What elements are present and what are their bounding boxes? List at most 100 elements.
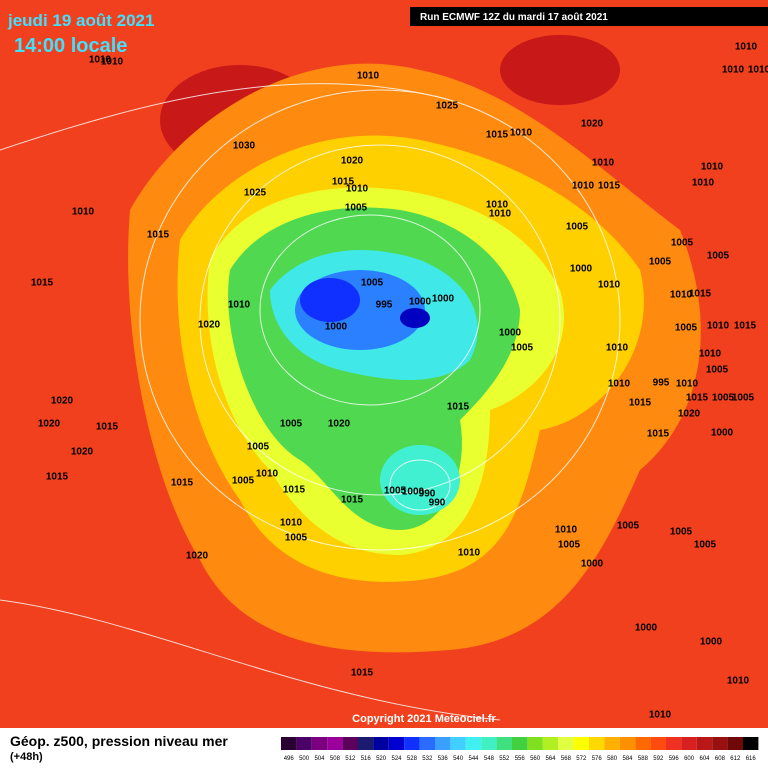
colorbar-label: 528 (407, 756, 418, 762)
isobar-label: 1010 (486, 200, 509, 211)
colorbar-swatch (743, 737, 759, 750)
isobar-label: 1010 (346, 184, 369, 195)
colorbar-swatch (327, 737, 343, 750)
isobar-label: 990 (419, 489, 436, 500)
colorbar-swatch (435, 737, 451, 750)
isobar-label: 1000 (499, 328, 522, 339)
isobar-label: 1010 (598, 280, 621, 291)
colorbar-label: 576 (592, 756, 603, 762)
isobar-label: 1010 (748, 65, 768, 76)
colorbar-swatch (696, 737, 713, 750)
copyright: Copyright 2021 Meteociel.fr (352, 713, 496, 725)
isobar-label: 1005 (558, 540, 581, 551)
isobar-label: 1010 (592, 158, 615, 169)
isobar-label: 1005 (566, 222, 589, 233)
isobar-label: 1015 (686, 393, 709, 404)
colorbar-swatch (311, 737, 328, 750)
isobar-label: 1010 (699, 349, 722, 360)
isobar-label: 1000 (409, 297, 432, 308)
isobar-label: 1000 (402, 487, 425, 498)
isobar-label: 1015 (171, 478, 194, 489)
isobar-label: 1005 (670, 527, 693, 538)
isobar-label: 1015 (689, 289, 712, 300)
isobar-label: 1010 (458, 548, 481, 559)
colorbar-swatch (727, 737, 743, 750)
isobar-label: 1020 (581, 119, 604, 130)
colorbar-label: 520 (376, 756, 387, 762)
colorbar-swatch (527, 737, 543, 750)
colorbar-label: 524 (391, 756, 402, 762)
colorbar-swatch (589, 737, 605, 750)
isobar-label: 1020 (71, 447, 94, 458)
colorbar-swatch (419, 737, 435, 750)
isobar-label: 990 (429, 498, 446, 509)
isobar-labels: 1010101010101025103010201015101010251005… (31, 42, 768, 721)
isobar-label: 1005 (706, 365, 729, 376)
isobar-label: 1020 (328, 419, 351, 430)
isobar-label: 995 (653, 378, 670, 389)
colorbar-label: 532 (422, 756, 433, 762)
colorbar-label: 596 (669, 756, 680, 762)
isobar-label: 1020 (678, 409, 701, 420)
isobar-label: 1010 (727, 676, 750, 687)
isobar-label: 1005 (361, 278, 384, 289)
colorbar-label: 540 (453, 756, 464, 762)
colorbar-swatch (573, 737, 589, 750)
colorbar-label: 604 (699, 756, 710, 762)
isobar-label: 1020 (186, 551, 209, 562)
isobar-label: 1005 (694, 540, 717, 551)
isobar-label: 1005 (671, 238, 694, 249)
colorbar-swatch (542, 737, 559, 750)
isobar-label: 1015 (96, 422, 119, 433)
isobar-label: 1015 (447, 402, 470, 413)
isobar-label: 1015 (351, 668, 374, 679)
colorbar-label: 584 (622, 756, 633, 762)
colorbar-swatch (604, 737, 620, 750)
colorbar-swatch (296, 737, 312, 750)
colorbar-swatch (281, 737, 297, 750)
colorbar-label: 588 (638, 756, 649, 762)
isobar-label: 1005 (617, 521, 640, 532)
isobar-label: 1015 (629, 398, 652, 409)
isobar-label: 1005 (247, 442, 270, 453)
isobar-label: 995 (376, 300, 393, 311)
colorbar-swatch (450, 737, 466, 750)
isobar-label: 1010 (670, 290, 693, 301)
isobar-label: 1015 (283, 485, 306, 496)
isobar-label: 1015 (46, 472, 69, 483)
isobar-label: 1000 (635, 623, 658, 634)
isobar-label: 1015 (332, 177, 355, 188)
isobar-label: 1005 (707, 251, 730, 262)
colorbar-label: 516 (361, 756, 372, 762)
colorbar-label: 572 (576, 756, 587, 762)
isobar-label: 1020 (38, 419, 61, 430)
isobar-label: 1005 (712, 393, 735, 404)
colorbar-label: 552 (499, 756, 510, 762)
colorbar-swatch (558, 737, 574, 750)
isobar-label: 1010 (228, 300, 251, 311)
isobar-label: 1010 (101, 57, 124, 68)
colorbar-swatch (635, 737, 651, 750)
colorbar-swatch (388, 737, 405, 750)
isobar-label: 1015 (31, 278, 54, 289)
colorbar-label: 536 (438, 756, 449, 762)
isobar-label: 1020 (198, 320, 221, 331)
colorbar-label: 544 (468, 756, 479, 762)
isobar-label: 1010 (676, 379, 699, 390)
isobar-label: 1000 (581, 559, 604, 570)
isobar-label: 1005 (232, 476, 255, 487)
colorbar-label: 608 (715, 756, 726, 762)
isobar-label: 1010 (608, 379, 631, 390)
map-date: jeudi 19 août 2021 (7, 11, 154, 30)
isobar-label: 1010 (89, 55, 112, 66)
isobar-label: 1015 (486, 130, 509, 141)
colorbar-label: 556 (515, 756, 526, 762)
colorbar-label: 568 (561, 756, 572, 762)
footer-title: Géop. z500, pression niveau mer (10, 733, 228, 749)
isobar-label: 1010 (572, 181, 595, 192)
isobar-label: 1015 (734, 321, 757, 332)
colorbar-label: 612 (730, 756, 741, 762)
isobar-label: 1010 (256, 469, 279, 480)
isobar-label: 1005 (649, 257, 672, 268)
